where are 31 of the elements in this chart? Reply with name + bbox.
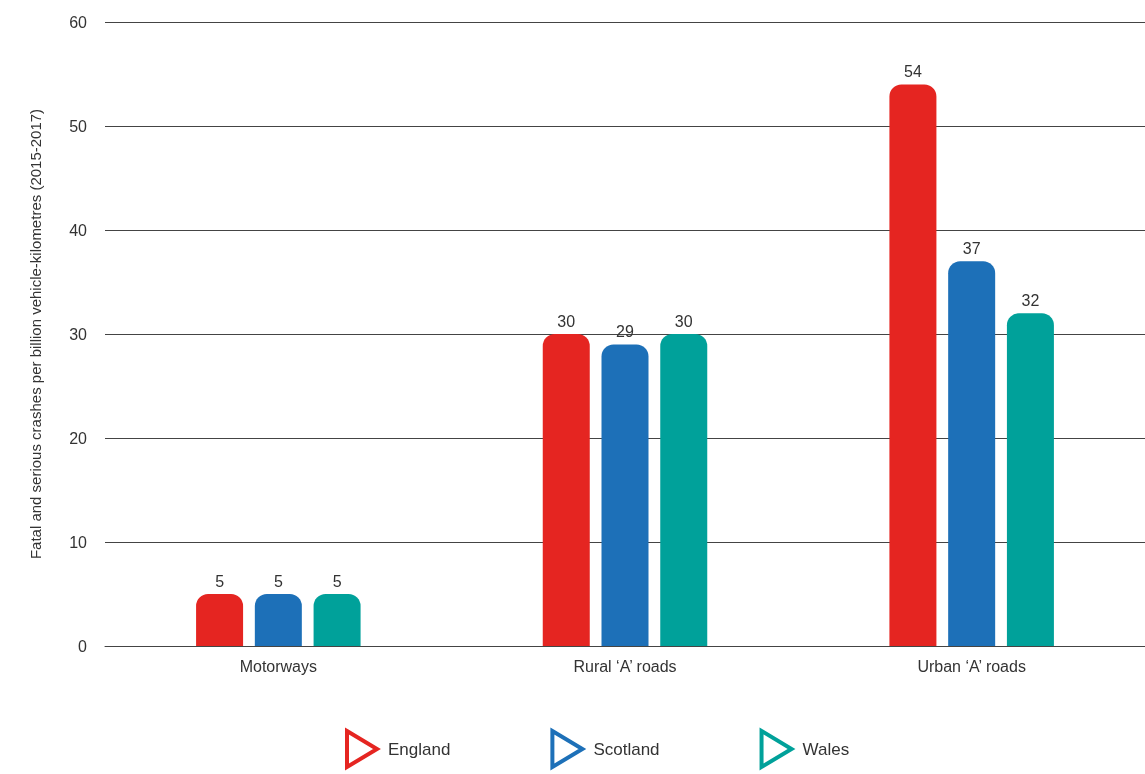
- data-label: 30: [557, 312, 576, 330]
- legend-label: Scotland: [593, 739, 660, 759]
- legend-label: England: [388, 739, 451, 759]
- bar: [948, 261, 996, 646]
- y-tick-label: 30: [69, 325, 88, 343]
- bar: [601, 344, 649, 646]
- y-tick-label: 50: [69, 117, 88, 135]
- y-tick-label: 40: [69, 221, 88, 239]
- bar: [313, 594, 361, 646]
- data-label: 32: [1021, 291, 1040, 309]
- x-tick-label: Rural ‘A’ roads: [573, 657, 677, 675]
- legend-label: Wales: [802, 739, 850, 759]
- bar: [254, 594, 302, 646]
- x-tick-label: Urban ‘A’ roads: [917, 657, 1026, 675]
- y-tick-label: 10: [69, 533, 88, 551]
- data-label: 30: [674, 312, 693, 330]
- bar: [196, 594, 244, 646]
- y-tick-label: 60: [69, 13, 88, 31]
- x-tick-label: Motorways: [239, 657, 318, 675]
- data-label: 5: [273, 572, 283, 590]
- bar: [1006, 313, 1054, 646]
- data-label: 54: [904, 62, 922, 80]
- data-label: 5: [215, 572, 225, 590]
- data-label: 37: [962, 239, 981, 257]
- y-axis-title: Fatal and serious crashes per billion vehicle-kilometres (2015-2017): [27, 108, 44, 560]
- bar: [660, 334, 708, 646]
- data-label: 5: [332, 572, 342, 590]
- y-tick-label: 0: [78, 637, 88, 655]
- y-tick-label: 20: [69, 429, 88, 447]
- bar: [542, 334, 590, 646]
- bar: [889, 84, 937, 646]
